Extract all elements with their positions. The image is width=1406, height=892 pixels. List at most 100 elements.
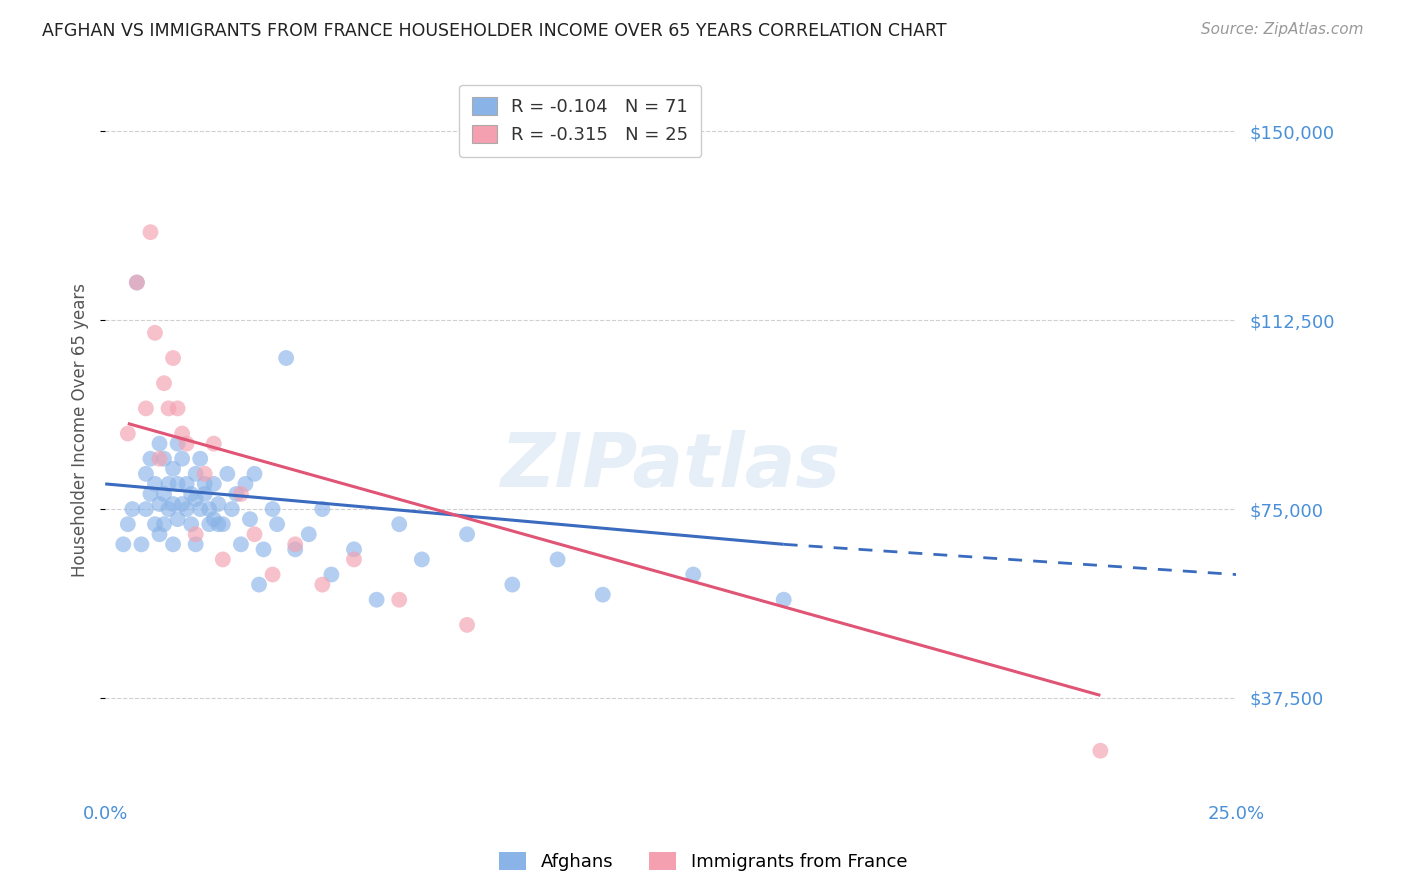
Point	[229, 487, 252, 501]
Point	[198, 517, 221, 532]
Point	[592, 588, 614, 602]
Point	[184, 491, 207, 506]
Point	[148, 436, 170, 450]
Point	[117, 517, 139, 532]
Point	[166, 512, 188, 526]
Point	[194, 467, 217, 481]
Point	[211, 517, 233, 532]
Point	[188, 502, 211, 516]
Point	[217, 467, 239, 481]
Point	[262, 502, 284, 516]
Point	[135, 401, 157, 416]
Point	[547, 552, 569, 566]
Point	[166, 436, 188, 450]
Point	[157, 502, 180, 516]
Point	[202, 436, 225, 450]
Point	[252, 542, 274, 557]
Point	[388, 592, 411, 607]
Point	[266, 517, 288, 532]
Point	[411, 552, 433, 566]
Point	[139, 451, 162, 466]
Point	[311, 577, 333, 591]
Point	[166, 401, 188, 416]
Point	[243, 527, 266, 541]
Point	[207, 517, 229, 532]
Point	[143, 476, 166, 491]
Point	[276, 351, 298, 365]
Point	[456, 618, 478, 632]
Point	[148, 497, 170, 511]
Point	[284, 542, 307, 557]
Point	[162, 351, 184, 365]
Point	[125, 276, 148, 290]
Point	[211, 552, 233, 566]
Point	[162, 497, 184, 511]
Text: Source: ZipAtlas.com: Source: ZipAtlas.com	[1201, 22, 1364, 37]
Text: AFGHAN VS IMMIGRANTS FROM FRANCE HOUSEHOLDER INCOME OVER 65 YEARS CORRELATION CH: AFGHAN VS IMMIGRANTS FROM FRANCE HOUSEHO…	[42, 22, 946, 40]
Point	[153, 376, 176, 391]
Point	[162, 462, 184, 476]
Point	[176, 502, 198, 516]
Point	[125, 276, 148, 290]
Point	[157, 401, 180, 416]
Point	[117, 426, 139, 441]
Point	[148, 451, 170, 466]
Point	[198, 502, 221, 516]
Point	[247, 577, 270, 591]
Point	[139, 487, 162, 501]
Point	[172, 497, 194, 511]
Point	[343, 542, 366, 557]
Point	[157, 476, 180, 491]
Point	[388, 517, 411, 532]
Point	[143, 326, 166, 340]
Point	[135, 502, 157, 516]
Point	[225, 487, 247, 501]
Point	[184, 467, 207, 481]
Point	[239, 512, 262, 526]
Point	[243, 467, 266, 481]
Point	[311, 502, 333, 516]
Point	[176, 436, 198, 450]
Point	[501, 577, 523, 591]
Point	[298, 527, 321, 541]
Point	[321, 567, 343, 582]
Point	[166, 476, 188, 491]
Point	[172, 426, 194, 441]
Point	[366, 592, 388, 607]
Point	[188, 451, 211, 466]
Point	[143, 517, 166, 532]
Point	[112, 537, 135, 551]
Point	[148, 527, 170, 541]
Point	[207, 497, 229, 511]
Point	[284, 537, 307, 551]
Point	[176, 476, 198, 491]
Point	[153, 451, 176, 466]
Point	[121, 502, 143, 516]
Point	[202, 476, 225, 491]
Point	[343, 552, 366, 566]
Y-axis label: Householder Income Over 65 years: Householder Income Over 65 years	[72, 284, 89, 577]
Point	[131, 537, 153, 551]
Point	[180, 517, 202, 532]
Point	[235, 476, 257, 491]
Point	[202, 512, 225, 526]
Legend: R = -0.104   N = 71, R = -0.315   N = 25: R = -0.104 N = 71, R = -0.315 N = 25	[460, 85, 702, 157]
Point	[221, 502, 243, 516]
Point	[184, 527, 207, 541]
Point	[135, 467, 157, 481]
Point	[229, 537, 252, 551]
Point	[139, 225, 162, 239]
Point	[153, 517, 176, 532]
Point	[153, 487, 176, 501]
Point	[194, 476, 217, 491]
Point	[184, 537, 207, 551]
Point	[456, 527, 478, 541]
Point	[772, 592, 794, 607]
Point	[1090, 744, 1112, 758]
Point	[682, 567, 704, 582]
Text: ZIPatlas: ZIPatlas	[501, 430, 841, 503]
Point	[180, 487, 202, 501]
Point	[262, 567, 284, 582]
Point	[194, 487, 217, 501]
Point	[162, 537, 184, 551]
